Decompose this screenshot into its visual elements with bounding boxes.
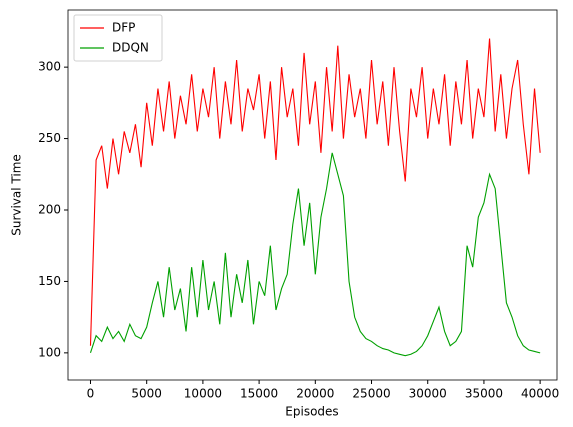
- x-tick-label: 5000: [131, 387, 162, 401]
- legend-box: [73, 14, 163, 62]
- x-tick-label: 15000: [240, 387, 278, 401]
- series-line: [89, 38, 541, 346]
- legend-label: DDQN: [112, 41, 149, 55]
- y-axis-label: Survival Time: [10, 154, 24, 236]
- x-tick-label: 0: [87, 387, 95, 401]
- x-tick-label: 30000: [409, 387, 447, 401]
- plot-frame: [67, 9, 558, 381]
- x-tick-label: 25000: [352, 387, 390, 401]
- x-tick-label: 20000: [296, 387, 334, 401]
- x-axis-label: Episodes: [285, 405, 338, 419]
- series-line: [89, 152, 541, 357]
- y-tick-label: 100: [38, 345, 61, 359]
- y-tick-label: 150: [38, 274, 61, 288]
- y-tick-label: 200: [38, 203, 61, 217]
- y-tick-label: 300: [38, 60, 61, 74]
- x-tick-label: 40000: [521, 387, 559, 401]
- legend-label: DFP: [112, 21, 135, 35]
- x-tick-label: 10000: [184, 387, 222, 401]
- x-tick-label: 35000: [465, 387, 503, 401]
- y-tick-label: 250: [38, 131, 61, 145]
